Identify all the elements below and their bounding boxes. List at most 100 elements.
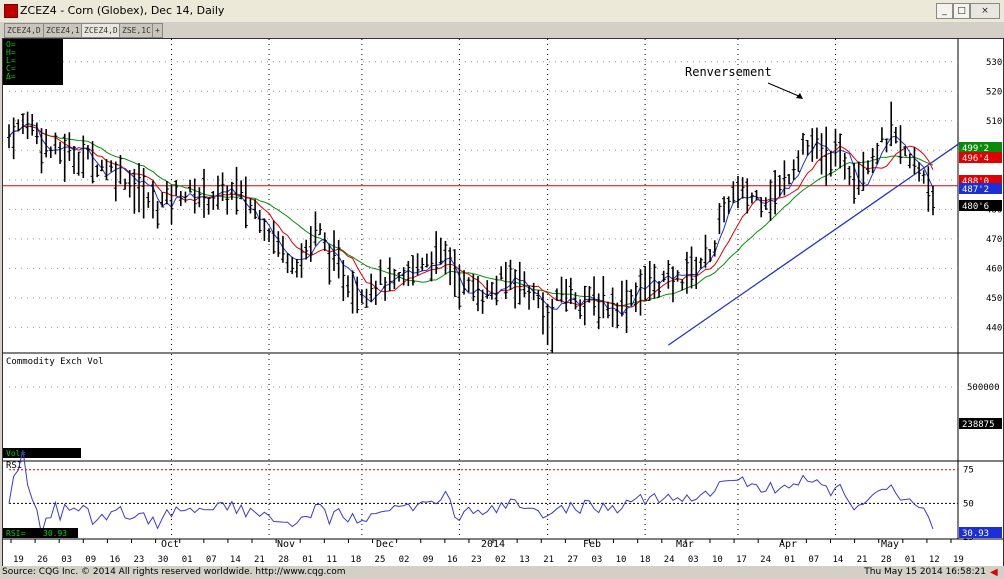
ohlc-bar [197, 187, 202, 208]
x-month-label: Mar [676, 539, 694, 550]
minimize-button[interactable]: _ [936, 3, 953, 19]
ohlc-bar [410, 255, 415, 286]
ohlc-bar [610, 287, 615, 328]
price-tick-label: 530'0 [986, 58, 1003, 68]
ohlc-bar [708, 249, 713, 263]
x-day-label: 02 [495, 555, 506, 565]
price-tag-label: 499'2 [962, 144, 989, 154]
ohlc-bar [587, 286, 592, 303]
price-tag [959, 152, 1002, 163]
x-day-label: 03 [61, 555, 72, 565]
price-tag-label: 488'0 [962, 177, 989, 187]
ohlc-bar [271, 220, 276, 254]
ohlc-bar [735, 175, 740, 209]
ohlc-bar [508, 259, 513, 290]
ohlc-bar [220, 172, 225, 202]
rsi-readout-box [3, 528, 78, 538]
ohlc-bar [429, 251, 434, 282]
ohlc-bar [415, 253, 420, 276]
ohlc-bar [578, 299, 583, 319]
ohlc-bar [178, 191, 183, 207]
close-button[interactable]: × [970, 3, 1000, 19]
ohlc-bar [239, 180, 244, 200]
ohlc-bar [847, 165, 852, 186]
ohlc-bar [127, 170, 132, 198]
ohlc-bar [921, 170, 926, 184]
ohlc-bar [926, 166, 931, 212]
rsi-readout-label: RSI= [6, 529, 25, 538]
ohlc-bar [318, 223, 323, 236]
ohlc-bar [522, 271, 527, 298]
tab-zse-1c[interactable]: ZSE,1C [119, 23, 154, 38]
ohlc-bar [527, 286, 532, 310]
ohlc-bar [838, 133, 843, 169]
trendline [667, 142, 961, 346]
ohlc-bar [568, 277, 573, 305]
tab-add[interactable]: + [152, 23, 163, 38]
ohlc-bar [146, 192, 151, 208]
ohlc-bar [332, 230, 337, 272]
annotation-arrow [767, 82, 802, 98]
ohlc-bar [378, 259, 383, 285]
rsi-tag-label: 30.93 [962, 529, 989, 539]
ohlc-bar [852, 162, 857, 204]
ohlc-bar [448, 247, 453, 286]
tab-zcez4-d[interactable]: ZCEZ4,D [4, 23, 44, 38]
ohlc-bar [137, 162, 142, 213]
ohlc-bar [726, 196, 731, 215]
ohlc-bar [814, 127, 819, 159]
x-day-label: 14 [832, 555, 843, 565]
ohlc-bar [680, 279, 685, 291]
price-chart[interactable]: 530'0520'0510'0500'0490'0480'0470'0460'0… [3, 39, 1003, 566]
x-day-label: 01 [302, 555, 313, 565]
ohlc-readout-label: C= [6, 64, 16, 73]
x-month-label: Nov [277, 539, 295, 550]
ohlc-readout-label: Δ= [6, 72, 16, 81]
ohlc-bar [749, 192, 754, 204]
x-day-label: 21 [254, 555, 265, 565]
ohlc-bar [457, 265, 462, 309]
ohlc-bar [763, 197, 768, 210]
tab-zcez4-1[interactable]: ZCEZ4,1 [43, 23, 83, 38]
ohlc-bar [373, 280, 378, 305]
price-tag [959, 175, 1002, 186]
x-day-label: 11 [326, 555, 337, 565]
x-day-label: 24 [760, 555, 771, 565]
arrow-left-icon[interactable]: ◀ [990, 567, 998, 578]
chart-area[interactable]: 530'0520'0510'0500'0490'0480'0470'0460'0… [2, 38, 1004, 567]
rsi-panel-title: RSI [6, 461, 22, 471]
ohlc-bar [722, 196, 727, 223]
tab-zcez4-d-active[interactable]: ZCEZ4,D [81, 23, 121, 38]
x-day-label: 13 [519, 555, 530, 565]
price-tag [959, 183, 1002, 194]
ohlc-bar [85, 144, 90, 160]
annotation-arrowhead [796, 93, 803, 99]
title-bar: ZCEZ4 - Corn (Globex), Dec 14, Daily _ □… [0, 0, 1004, 23]
price-tag [959, 200, 1002, 211]
ohlc-bar [773, 170, 778, 215]
ohlc-bar [132, 168, 137, 214]
ohlc-bar [647, 260, 652, 302]
ohlc-bar [234, 166, 239, 215]
ohlc-bar [434, 231, 439, 274]
ohlc-bar [341, 260, 346, 302]
ohlc-bar [90, 141, 95, 184]
maximize-button[interactable]: □ [953, 3, 970, 19]
ohlc-bar [540, 292, 545, 335]
ohlc-bar [615, 302, 620, 329]
x-day-label: 09 [85, 555, 96, 565]
ohlc-bar [113, 161, 118, 202]
ohlc-bar [192, 178, 197, 214]
price-tick-label: 510'0 [986, 117, 1003, 127]
ohlc-bar [629, 289, 634, 306]
ohlc-bar [624, 279, 629, 333]
ohlc-bar [392, 268, 397, 290]
ohlc-bar [545, 303, 550, 346]
copyright-text: Source: CQG Inc. © 2014 All rights reser… [2, 567, 346, 577]
x-day-label: 12 [929, 555, 940, 565]
ohlc-bar [202, 168, 207, 218]
ohlc-bar [805, 139, 810, 156]
x-month-label: May [881, 539, 899, 550]
ohlc-bar [494, 275, 499, 306]
rsi-tick-label: 75 [963, 466, 974, 476]
